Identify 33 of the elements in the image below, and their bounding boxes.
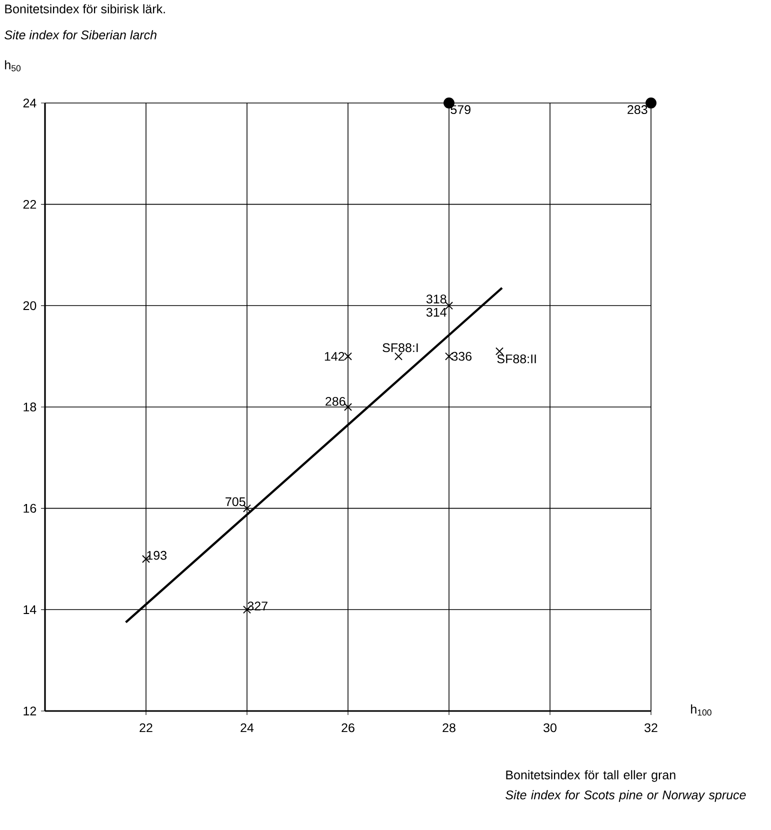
annotation: 142 [324, 352, 344, 361]
x-tick-label: 24 [240, 723, 254, 732]
annotation: 336 [452, 352, 472, 361]
y-tick-label: 12 [24, 706, 36, 716]
x-axis-title: h$_{100}$ [691, 704, 712, 716]
y-tick-label: 24 [23, 98, 36, 108]
x-tick-label: 28 [442, 723, 456, 732]
y-tick-label: 14 [24, 605, 36, 614]
annotation: 314 [426, 308, 446, 317]
point [344, 402, 352, 412]
x-tick-label: 32 [644, 723, 658, 732]
point [646, 98, 656, 108]
y-tick-label: 18 [24, 402, 36, 412]
annotation: SF88:I [382, 343, 418, 352]
text: Bonitetsindex för tall eller gran [506, 770, 676, 782]
annotation: SF88:II [497, 354, 536, 364]
x-tick-label: 30 [544, 723, 556, 732]
chart-title: Bonitetsindex för sibirisk lärk. [5, 4, 165, 14]
y-axis-title: h$_{50}$ [5, 60, 21, 72]
annotation: 283 [628, 105, 648, 114]
annotation: 193 [147, 550, 167, 560]
annotation: 286 [326, 396, 346, 406]
chart-subtitle: Site index for Siberian larch [4, 30, 156, 40]
point [495, 347, 504, 356]
y-tick-label: 16 [24, 504, 36, 513]
y-tick-label: 22 [23, 200, 36, 209]
point [394, 352, 403, 360]
annotation: 318 [426, 294, 446, 304]
y-tick-label: 20 [23, 301, 36, 310]
annotation: 705 [226, 497, 246, 506]
text: Site index for Scots pine or Norway spruce [506, 790, 746, 802]
x-tick-label: 26 [342, 723, 354, 732]
x-tick-label: 22 [140, 723, 152, 732]
